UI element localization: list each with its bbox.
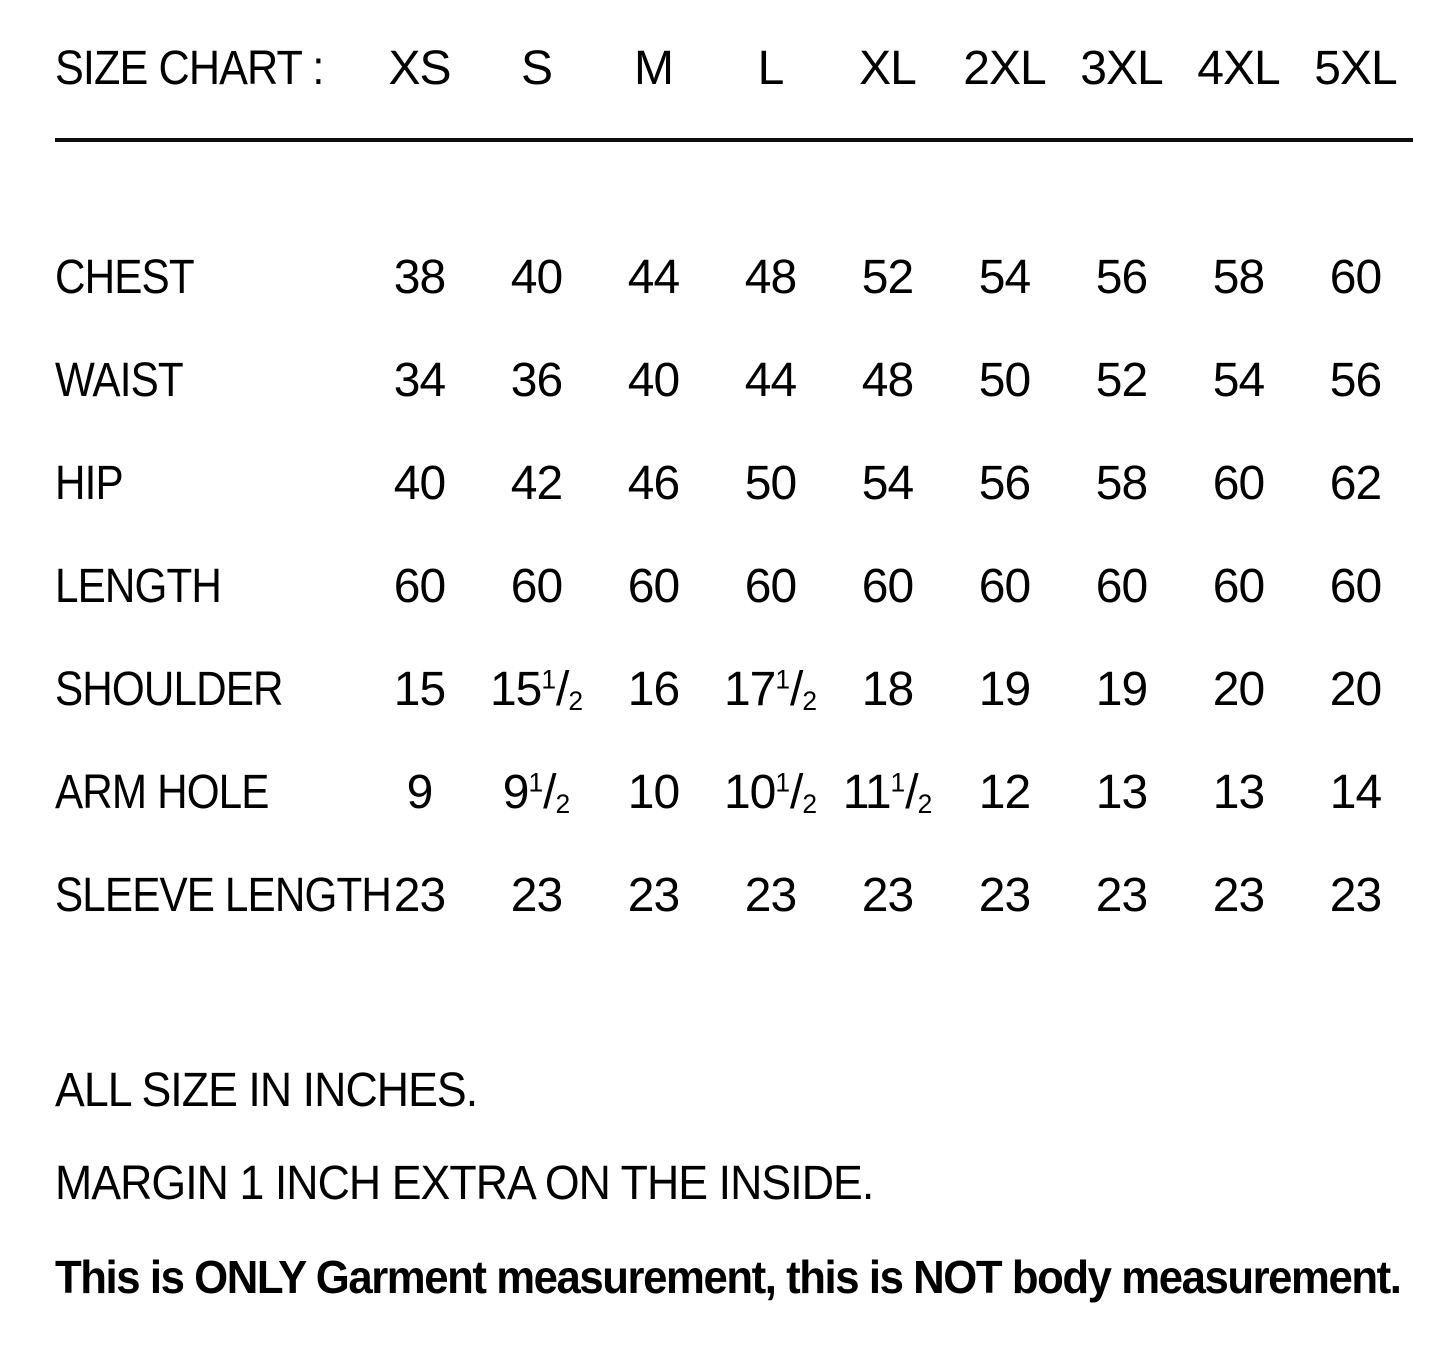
size-column-header: XL [859, 41, 917, 95]
measurement-value: 15 [393, 663, 446, 716]
measurement-value: 60 [861, 560, 914, 613]
measurement-row: CHEST 38 40 44 48 52 54 56 58 60 [55, 226, 1445, 329]
measurement-value: 60 [1329, 251, 1382, 304]
measurement-value: 56 [1329, 354, 1382, 407]
measurement-value: 34 [393, 354, 446, 407]
measurement-value: 50 [978, 354, 1031, 407]
measurement-value: 60 [510, 560, 563, 613]
measurement-value: 23 [393, 869, 446, 922]
measurement-value: 23 [1212, 869, 1265, 922]
size-column-header: 5XL [1314, 41, 1397, 95]
size-column-header: S [520, 41, 553, 95]
measurement-value: 56 [1095, 251, 1148, 304]
row-label: SLEEVE LENGTH [55, 869, 392, 922]
note-margin: MARGIN 1 INCH EXTRA ON THE INSIDE. [55, 1157, 874, 1210]
measurement-row: LENGTH 60 60 60 60 60 60 60 60 60 [55, 535, 1445, 638]
header-divider [55, 138, 1413, 142]
measurement-value: 52 [861, 251, 914, 304]
measurement-rows: CHEST 38 40 44 48 52 54 56 58 60 WAIST 34 36 40 44 48 50… [55, 226, 1445, 947]
measurement-value: 13 [1095, 766, 1148, 819]
size-column-header: L [757, 41, 785, 95]
measurement-value: 46 [627, 457, 680, 510]
measurement-value: 23 [510, 869, 563, 922]
measurement-value: 10 [627, 766, 680, 819]
measurement-value: 19 [978, 663, 1031, 716]
measurement-value: 60 [1212, 560, 1265, 613]
measurement-value: 58 [1095, 457, 1148, 510]
measurement-row: ARM HOLE 9 91/2 10 101/2 111/2 12 13 13 14 [55, 741, 1445, 844]
note-disclaimer: This is ONLY Garment measurement, this i… [55, 1251, 1402, 1303]
measurement-value: 52 [1095, 354, 1148, 407]
measurement-value: 44 [627, 251, 680, 304]
size-column-header: 2XL [963, 41, 1046, 95]
size-column-header: 4XL [1197, 41, 1280, 95]
measurement-value: 14 [1329, 766, 1382, 819]
measurement-value: 60 [627, 560, 680, 613]
measurement-value: 40 [393, 457, 446, 510]
measurement-value: 23 [861, 869, 914, 922]
measurement-value: 20 [1329, 663, 1382, 716]
measurement-value: 40 [627, 354, 680, 407]
measurement-value: 54 [861, 457, 914, 510]
measurement-value: 60 [744, 560, 797, 613]
measurement-value: 23 [744, 869, 797, 922]
measurement-value: 23 [1095, 869, 1148, 922]
measurement-value: 19 [1095, 663, 1148, 716]
measurement-value: 60 [1212, 457, 1265, 510]
measurement-value: 38 [393, 251, 446, 304]
measurement-value: 54 [1212, 354, 1265, 407]
measurement-value: 60 [1329, 560, 1382, 613]
size-column-header: XS [388, 41, 451, 95]
row-label: HIP [55, 457, 124, 510]
measurement-value: 56 [978, 457, 1031, 510]
measurement-value: 60 [1095, 560, 1148, 613]
measurement-value: 42 [510, 457, 563, 510]
measurement-value: 151/2 [489, 663, 584, 716]
measurement-value: 60 [978, 560, 1031, 613]
row-label: ARM HOLE [55, 766, 269, 819]
measurement-value: 44 [744, 354, 797, 407]
measurement-row: WAIST 34 36 40 44 48 50 52 54 56 [55, 329, 1445, 432]
measurement-value: 58 [1212, 251, 1265, 304]
size-column-header: 3XL [1080, 41, 1163, 95]
size-chart-header-row: SIZE CHART : XS S M L XL 2XL 3XL 4XL 5XL [55, 36, 1445, 100]
measurement-row: SHOULDER 15 151/2 16 171/2 18 19 19 20 20 [55, 638, 1445, 741]
measurement-value: 54 [978, 251, 1031, 304]
measurement-value: 111/2 [842, 766, 933, 819]
measurement-value: 23 [1329, 869, 1382, 922]
notes-section: ALL SIZE IN INCHES. MARGIN 1 INCH EXTRA … [55, 1064, 1445, 1304]
measurement-value: 101/2 [723, 766, 818, 819]
measurement-row: HIP 40 42 46 50 54 56 58 60 62 [55, 432, 1445, 535]
size-chart-title: SIZE CHART : [55, 41, 324, 95]
row-label: CHEST [55, 251, 195, 304]
measurement-value: 62 [1329, 457, 1382, 510]
measurement-value: 48 [861, 354, 914, 407]
measurement-value: 12 [978, 766, 1031, 819]
measurement-value: 18 [861, 663, 914, 716]
measurement-value: 23 [627, 869, 680, 922]
measurement-value: 91/2 [502, 766, 571, 819]
row-label: LENGTH [55, 560, 222, 613]
measurement-value: 36 [510, 354, 563, 407]
measurement-value: 50 [744, 457, 797, 510]
measurement-value: 40 [510, 251, 563, 304]
measurement-value: 20 [1212, 663, 1265, 716]
row-label: SHOULDER [55, 663, 284, 716]
measurement-value: 23 [978, 869, 1031, 922]
measurement-value: 9 [406, 766, 434, 819]
measurement-value: 13 [1212, 766, 1265, 819]
note-units: ALL SIZE IN INCHES. [55, 1064, 478, 1117]
measurement-row: SLEEVE LENGTH 23 23 23 23 23 23 23 23 23 [55, 844, 1445, 947]
measurement-value: 16 [627, 663, 680, 716]
size-column-header: M [634, 41, 674, 95]
measurement-value: 60 [393, 560, 446, 613]
measurement-value: 48 [744, 251, 797, 304]
measurement-value: 171/2 [723, 663, 818, 716]
row-label: WAIST [55, 354, 184, 407]
